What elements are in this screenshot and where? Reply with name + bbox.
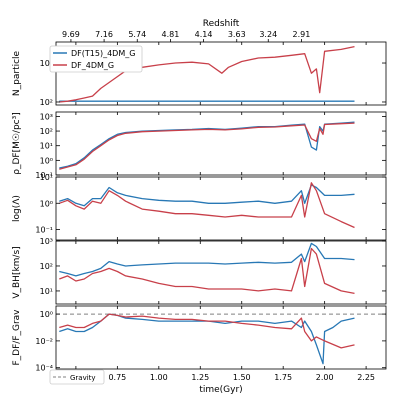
y-axis-label-rho: ρ_DF[M☉/pc³] xyxy=(12,112,22,174)
redshift-axis: Redshift 9.69 7.16 5.74 4.81 4.14 3.63 3.24 2.9… xyxy=(62,19,310,42)
y-tick-label-rho: 10³ xyxy=(40,112,53,121)
series-vbh-df xyxy=(59,247,355,295)
y-tick-label-npart: 10² xyxy=(40,98,53,107)
panel-frame-rho xyxy=(55,111,387,176)
series-vbh-df-t15 xyxy=(59,242,355,277)
legend-box xyxy=(49,45,143,73)
series-npart-df xyxy=(59,45,355,103)
x-tick-label: 2.00 xyxy=(316,373,334,382)
y-tick-label-lambda: 10⁰ xyxy=(40,199,53,208)
redshift-tick-label: 2.91 xyxy=(293,30,311,39)
legend-label-df: DF_4DM_G xyxy=(71,61,114,70)
y-tick-label-ratio: 10⁻⁴ xyxy=(35,364,53,373)
panel-npart: 10² 10⁴ N_particle xyxy=(12,41,387,107)
redshift-tick-label: 7.16 xyxy=(95,30,113,39)
panel-rho: 10⁻¹ 10⁰ 10¹ 10² 10³ ρ_DF[M☉/pc³] xyxy=(12,111,387,180)
redshift-tick-label: 5.74 xyxy=(128,30,146,39)
redshift-tick-label: 4.14 xyxy=(195,30,213,39)
panel-frame-lambda xyxy=(55,176,387,241)
y-axis-label-lambda: log(Λ) xyxy=(12,195,22,222)
panel-ratio: 10⁻⁴ 10⁻² 10⁰ F_DF/F_Grav xyxy=(12,305,387,373)
y-tick-label-ratio: 10⁻² xyxy=(35,337,53,346)
gravity-legend-label: Gravity xyxy=(70,374,96,382)
x-tick-label: 1.25 xyxy=(191,373,209,382)
y-tick-label-rho: 10² xyxy=(40,127,53,136)
y-axis-label-vbh: V_BH[km/s] xyxy=(12,246,22,298)
y-axis-label-ratio: F_DF/F_Grav xyxy=(12,309,22,366)
panel-lambda: 10⁻¹ 10⁰ 10¹ log(Λ) xyxy=(12,173,387,241)
x-tick-label: 2.25 xyxy=(357,373,375,382)
y-tick-label-lambda: 10¹ xyxy=(40,173,53,182)
y-tick-label-rho: 10¹ xyxy=(40,142,53,151)
legend-label-df-t15: DF(T15)_4DM_G xyxy=(71,49,135,58)
time-axis: time(Gyr) 0.500.751.001.251.501.752.002.… xyxy=(67,373,375,395)
x-tick-label: 1.50 xyxy=(233,373,251,382)
gravity-legend-box xyxy=(49,369,105,385)
redshift-axis-label: Redshift xyxy=(203,19,240,29)
gravity-legend: Gravity xyxy=(49,369,105,385)
x-tick-label: 1.75 xyxy=(274,373,292,382)
y-tick-label-lambda: 10⁻¹ xyxy=(35,226,53,235)
x-tick-label: 1.00 xyxy=(150,373,168,382)
series-rho-df xyxy=(59,122,355,170)
y-tick-label-ratio: 10⁰ xyxy=(40,310,53,319)
panel-frame-ratio xyxy=(55,305,387,370)
series-lambda-df xyxy=(59,182,355,229)
y-tick-label-rho: 10⁻¹ xyxy=(35,171,53,180)
y-tick-label-npart: 10⁴ xyxy=(40,59,53,68)
series-legend: DF(T15)_4DM_G DF_4DM_G xyxy=(49,45,143,73)
redshift-tick-label: 3.24 xyxy=(259,30,277,39)
y-tick-label-vbh: 10³ xyxy=(40,237,53,246)
series-ratio-df xyxy=(59,313,355,349)
redshift-tick-label: 9.69 xyxy=(62,30,80,39)
y-axis-label-npart: N_particle xyxy=(12,50,22,96)
panel-frame-npart xyxy=(55,41,387,106)
panel-vbh: 10¹ 10² 10³ V_BH[km/s] xyxy=(12,237,387,305)
y-tick-label-vbh: 10² xyxy=(40,262,53,271)
x-tick-label: 0.75 xyxy=(108,373,126,382)
chart-panels: 10² 10⁴ N_particle 10⁻¹ 10⁰ 10¹ 10² 10³ ρ_DF[M☉/… xyxy=(12,41,387,373)
y-tick-label-vbh: 10¹ xyxy=(40,287,53,296)
series-ratio-df-t15 xyxy=(59,313,355,365)
y-tick-label-rho: 10⁰ xyxy=(40,156,53,165)
redshift-tick-label: 3.63 xyxy=(228,30,246,39)
time-axis-label: time(Gyr) xyxy=(199,385,242,395)
panel-frame-vbh xyxy=(55,240,387,305)
redshift-tick-label: 4.81 xyxy=(162,30,180,39)
